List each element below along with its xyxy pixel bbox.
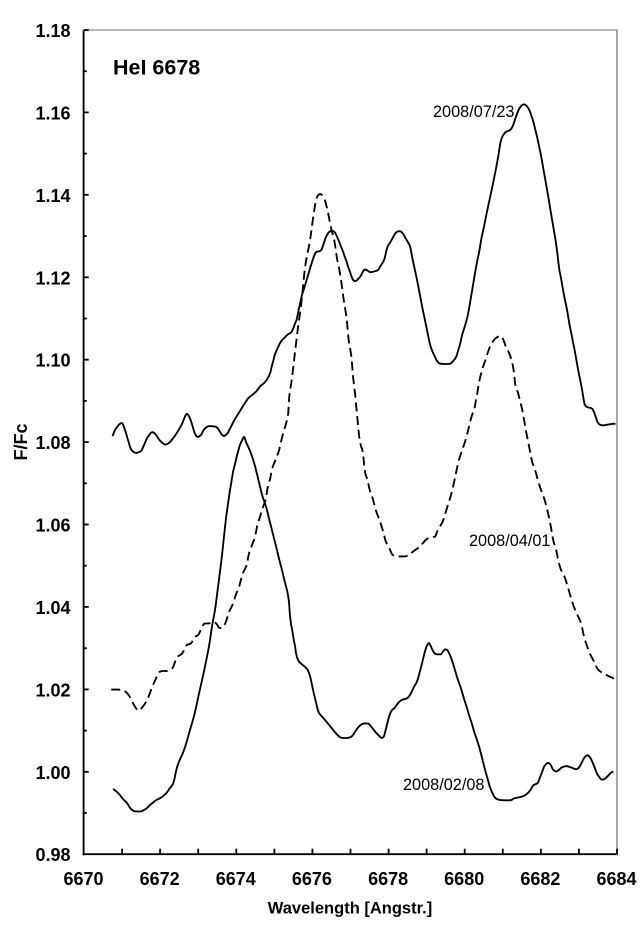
svg-text:1.14: 1.14: [35, 186, 70, 206]
svg-text:6676: 6676: [292, 869, 332, 889]
svg-text:Wavelength [Angstr.]: Wavelength [Angstr.]: [268, 900, 432, 918]
svg-text:F/Fc: F/Fc: [11, 423, 31, 460]
svg-text:2008/02/08: 2008/02/08: [403, 776, 485, 794]
svg-text:6682: 6682: [520, 869, 560, 889]
svg-text:6670: 6670: [63, 869, 103, 889]
svg-text:6684: 6684: [596, 869, 636, 889]
svg-text:0.98: 0.98: [35, 845, 70, 865]
svg-text:1.12: 1.12: [35, 268, 70, 288]
svg-text:1.18: 1.18: [35, 21, 70, 41]
svg-text:1.08: 1.08: [35, 433, 70, 453]
svg-text:6678: 6678: [368, 869, 408, 889]
svg-text:1.06: 1.06: [35, 516, 70, 536]
svg-text:1.00: 1.00: [35, 763, 70, 783]
svg-text:1.02: 1.02: [35, 680, 70, 700]
svg-text:2008/07/23: 2008/07/23: [433, 103, 515, 121]
svg-text:1.16: 1.16: [35, 103, 70, 123]
svg-text:2008/04/01: 2008/04/01: [469, 532, 551, 550]
svg-text:6674: 6674: [216, 869, 256, 889]
svg-text:1.04: 1.04: [35, 598, 70, 618]
svg-text:6680: 6680: [444, 869, 484, 889]
svg-text:6672: 6672: [140, 869, 180, 889]
svg-text:HeI 6678: HeI 6678: [113, 56, 200, 80]
svg-text:1.10: 1.10: [35, 351, 70, 371]
